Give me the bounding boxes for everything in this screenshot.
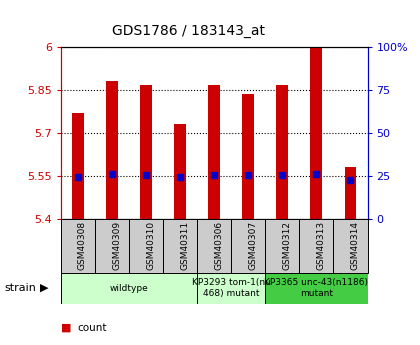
Text: GDS1786 / 183143_at: GDS1786 / 183143_at (113, 24, 265, 38)
Bar (197, 219, 231, 273)
Bar (106, 81, 118, 219)
Bar (163, 219, 197, 273)
Text: GSM40311: GSM40311 (180, 221, 189, 270)
Text: wildtype: wildtype (110, 284, 148, 293)
Bar (310, 47, 323, 219)
Bar (129, 219, 163, 273)
Bar (231, 219, 265, 273)
Text: GSM40312: GSM40312 (282, 221, 291, 270)
Text: GSM40307: GSM40307 (248, 221, 257, 270)
Bar (344, 167, 357, 219)
Text: GSM40306: GSM40306 (214, 221, 223, 270)
Bar (242, 94, 254, 219)
Bar (61, 219, 95, 273)
Text: KP3293 tom-1(nu
468) mutant: KP3293 tom-1(nu 468) mutant (192, 278, 270, 298)
Text: ▶: ▶ (40, 283, 48, 293)
Text: GSM40313: GSM40313 (316, 221, 326, 270)
Text: GSM40314: GSM40314 (350, 221, 360, 270)
Bar (265, 219, 299, 273)
Bar (265, 273, 368, 304)
Bar (95, 219, 129, 273)
Text: KP3365 unc-43(n1186)
mutant: KP3365 unc-43(n1186) mutant (265, 278, 368, 298)
Text: count: count (78, 323, 107, 333)
Text: GSM40309: GSM40309 (112, 221, 121, 270)
Bar (197, 273, 265, 304)
Bar (299, 219, 333, 273)
Bar (208, 86, 220, 219)
Text: ■: ■ (61, 323, 71, 333)
Bar (72, 113, 84, 219)
Text: GSM40310: GSM40310 (146, 221, 155, 270)
Text: strain: strain (4, 283, 36, 293)
Bar (174, 124, 186, 219)
Text: GSM40308: GSM40308 (78, 221, 87, 270)
Bar (61, 273, 197, 304)
Bar (333, 219, 368, 273)
Bar (276, 86, 288, 219)
Bar (140, 86, 152, 219)
